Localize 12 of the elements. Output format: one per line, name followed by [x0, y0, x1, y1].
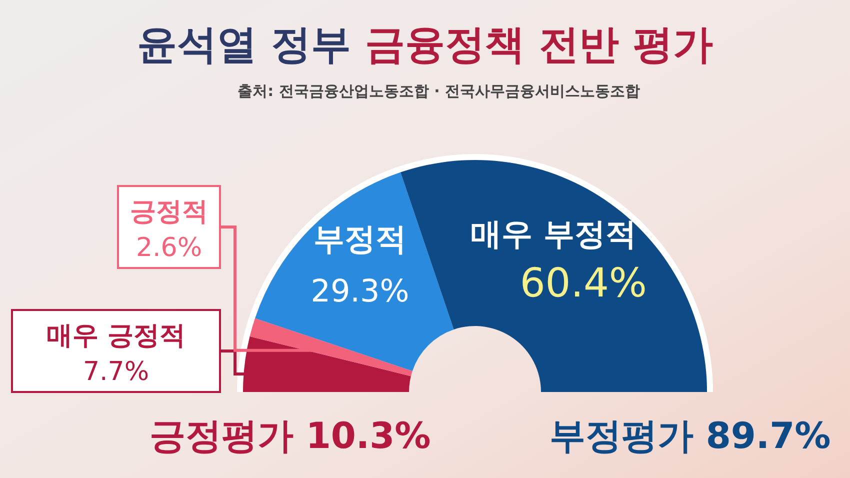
data-label: 2.6% [136, 233, 202, 263]
data-label: 29.3% [310, 273, 410, 310]
text: 긍정평가 10.3% [149, 416, 431, 457]
slice-label: 매우 긍정적 [46, 321, 186, 351]
chart-subtitle: 출처: 전국금융산업노동조합 · 전국사무금융서비스노동조합 [238, 82, 640, 100]
slice-label: 부정적 [313, 221, 406, 258]
slice-label: 긍정적 [130, 197, 208, 227]
data-label: 60.4% [520, 260, 647, 307]
data-label: 7.7% [82, 357, 150, 387]
slice-label: 매우 부정적 [470, 216, 636, 253]
chart-title: 윤석열 정부 금융정책 전반 평가 [137, 22, 713, 68]
text: 부정평가 89.7% [549, 416, 831, 457]
